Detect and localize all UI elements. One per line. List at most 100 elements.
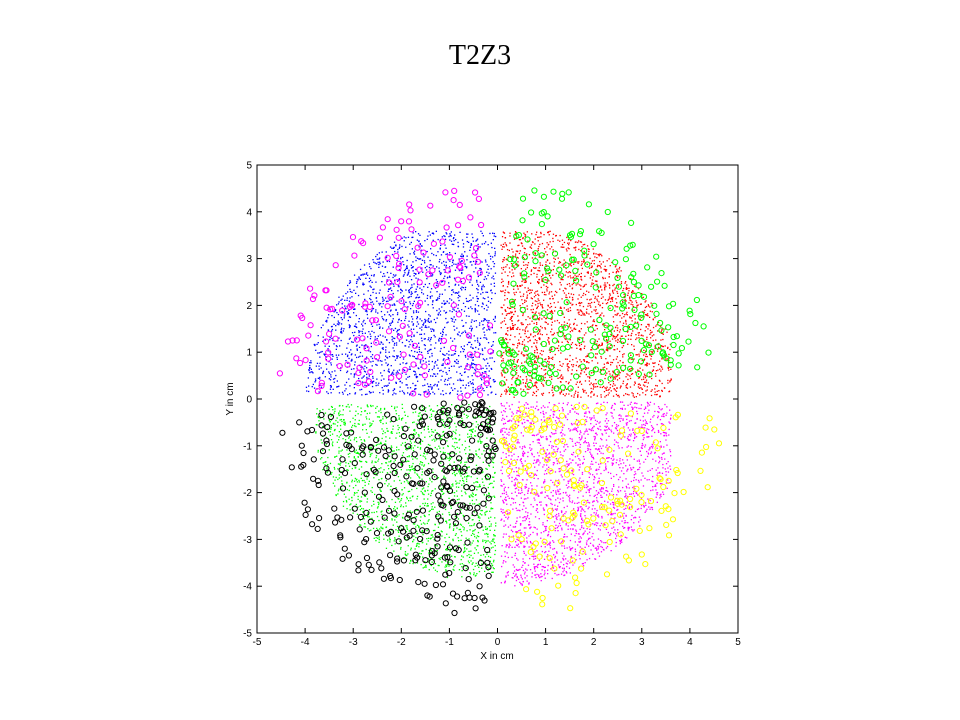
data-point: [450, 299, 453, 301]
data-point: [610, 361, 612, 364]
data-point: [458, 291, 460, 293]
data-point: [340, 476, 342, 478]
data-point: [461, 309, 463, 311]
data-point: [543, 316, 545, 318]
data-point: [494, 292, 496, 295]
data-point: [471, 366, 473, 368]
data-point: [431, 295, 433, 297]
data-point: [652, 362, 654, 364]
data-point: [426, 297, 428, 299]
data-point: [617, 339, 619, 341]
data-point: [557, 349, 560, 352]
data-point: [645, 326, 647, 328]
data-point: [382, 389, 384, 391]
data-point: [525, 327, 527, 329]
data-point: [642, 296, 644, 298]
data-point: [362, 273, 364, 275]
data-point: [446, 533, 448, 535]
data-point: [308, 369, 310, 371]
data-point: [501, 375, 503, 377]
data-point: [434, 523, 436, 525]
data-point: [445, 311, 448, 313]
data-point: [667, 367, 669, 369]
data-point: [491, 277, 493, 279]
data-point: [630, 338, 632, 340]
data-point: [400, 469, 402, 471]
data-point: [372, 360, 374, 362]
data-point: [338, 322, 341, 324]
data-point: [455, 238, 457, 241]
data-point: [407, 376, 409, 378]
data-point: [458, 310, 460, 312]
data-point: [568, 366, 570, 369]
data-point: [427, 339, 429, 341]
data-point: [393, 303, 395, 305]
data-point: [366, 356, 368, 358]
data-point: [393, 480, 395, 482]
data-point: [444, 426, 446, 428]
data-point: [422, 271, 424, 273]
data-point: [587, 367, 590, 369]
data-point: [519, 239, 522, 241]
data-point: [591, 260, 594, 262]
data-point: [613, 330, 615, 332]
data-point: [411, 455, 413, 458]
data-point: [445, 371, 447, 374]
data-point: [509, 393, 511, 395]
data-point: [539, 314, 541, 316]
data-point: [347, 469, 349, 471]
data-point: [623, 353, 625, 355]
data-point: [364, 361, 367, 363]
data-point: [593, 385, 595, 387]
data-point: [393, 392, 395, 394]
data-point: [579, 241, 582, 243]
data-point: [419, 243, 421, 245]
data-point: [415, 273, 417, 275]
data-point: [550, 311, 552, 313]
data-point: [489, 529, 491, 531]
data-point: [480, 230, 482, 232]
data-point: [349, 280, 351, 282]
data-point: [491, 256, 494, 258]
data-point: [495, 235, 497, 238]
data-point: [655, 325, 657, 327]
data-point: [479, 440, 481, 442]
data-point: [390, 272, 392, 274]
data-point: [587, 271, 589, 273]
data-point: [481, 372, 484, 374]
data-point: [392, 276, 394, 279]
data-point: [354, 419, 356, 421]
data-point: [415, 509, 417, 511]
data-point: [626, 331, 629, 333]
data-point: [426, 543, 428, 545]
data-point: [507, 291, 509, 293]
data-point: [412, 266, 414, 269]
data-point: [603, 335, 605, 337]
data-point: [433, 318, 435, 321]
data-point: [328, 371, 330, 373]
data-point: [442, 434, 445, 436]
data-point: [578, 330, 581, 332]
data-point: [460, 405, 462, 407]
data-point: [510, 334, 512, 336]
data-point: [546, 279, 548, 281]
data-point: [659, 368, 661, 370]
data-point: [380, 421, 382, 423]
data-point: [437, 297, 439, 299]
data-point: [361, 361, 363, 363]
data-point: [416, 351, 418, 353]
data-point: [442, 411, 444, 413]
data-point: [448, 370, 450, 372]
data-point: [607, 389, 609, 391]
data-point: [580, 372, 582, 374]
data-point: [409, 343, 411, 346]
data-point: [583, 334, 586, 336]
data-point: [576, 369, 578, 372]
data-point: [562, 279, 564, 281]
data-point: [539, 270, 541, 272]
data-point: [354, 477, 356, 480]
data-point: [563, 324, 565, 326]
data-point: [402, 275, 405, 277]
data-point: [491, 357, 493, 359]
